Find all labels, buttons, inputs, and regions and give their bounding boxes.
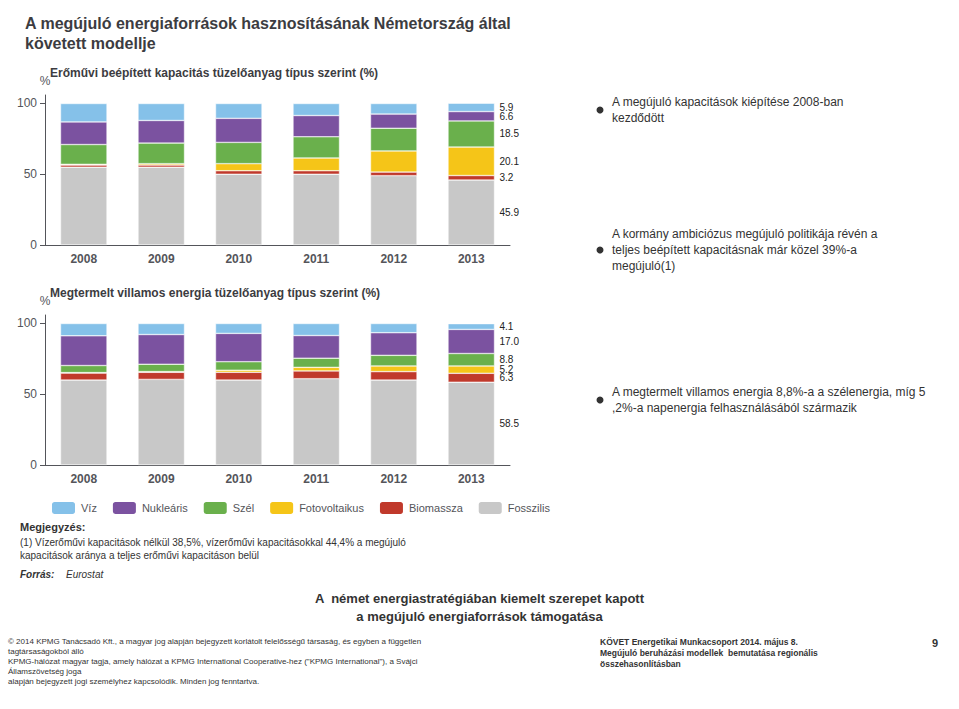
svg-text:Eurostat: Eurostat <box>66 569 104 580</box>
svg-text:a megújuló energiaforrások tám: a megújuló energiaforrások támogatása <box>356 609 603 624</box>
svg-text:KÖVET Energetikai Munkacsoport: KÖVET Energetikai Munkacsoport 2014. máj… <box>600 637 798 647</box>
svg-text:%: % <box>40 294 51 308</box>
svg-text:kezdődött: kezdődött <box>612 111 665 125</box>
svg-text:6.3: 6.3 <box>499 372 514 384</box>
svg-text:%: % <box>40 74 51 88</box>
svg-text:Forrás:: Forrás: <box>20 569 54 580</box>
svg-text:50: 50 <box>24 387 38 401</box>
svg-text:Fotovoltaikus: Fotovoltaikus <box>299 502 364 514</box>
svg-text:8.8: 8.8 <box>500 354 514 365</box>
svg-text:50: 50 <box>24 167 38 181</box>
svg-text:100: 100 <box>17 316 37 330</box>
svg-text:2012: 2012 <box>380 472 407 486</box>
svg-text:Fosszilis: Fosszilis <box>508 502 551 514</box>
svg-text:A német energiastratégiában k: A német energiastratégiában kiemelt szer… <box>315 591 645 606</box>
svg-text:kapacitások aránya a teljes er: kapacitások aránya a teljes erőművi kapa… <box>20 550 259 561</box>
svg-text:A megújuló energiaforrások has: A megújuló energiaforrások hasznosításán… <box>25 15 511 32</box>
svg-text:0: 0 <box>30 238 37 252</box>
svg-text:Szél: Szél <box>233 502 254 514</box>
svg-text:Megjegyzés:: Megjegyzés: <box>20 521 85 533</box>
svg-text:Államszövetség joga: Államszövetség joga <box>8 667 82 676</box>
svg-text:2010: 2010 <box>225 252 252 266</box>
svg-text:tagtársaságokból álló: tagtársaságokból álló <box>8 647 84 656</box>
svg-text:5.9: 5.9 <box>500 102 514 113</box>
svg-text:A kormány ambiciózus megújuló: A kormány ambiciózus megújuló politikája… <box>612 227 881 241</box>
svg-text:2012: 2012 <box>380 252 407 266</box>
svg-text:20.1: 20.1 <box>500 156 520 167</box>
svg-text:2013: 2013 <box>458 252 485 266</box>
svg-text:2011: 2011 <box>303 472 329 486</box>
svg-text:100: 100 <box>17 96 37 110</box>
svg-text:Megtermelt villamos energia tü: Megtermelt villamos energia tüzelőanyag … <box>50 286 380 300</box>
svg-text:(1) Vízerőművi kapacitások nél: (1) Vízerőművi kapacitások nélkül 38,5%,… <box>20 537 409 548</box>
svg-text:Víz: Víz <box>81 502 97 514</box>
svg-text:4.1: 4.1 <box>500 321 514 332</box>
svg-text:KPMG-hálózat magyar tagja, ame: KPMG-hálózat magyar tagja, amely hálózat… <box>8 657 420 666</box>
svg-text:58.5: 58.5 <box>500 418 520 429</box>
svg-text:Biomassza: Biomassza <box>409 502 464 514</box>
svg-text:2009: 2009 <box>148 472 175 486</box>
svg-text:6.6: 6.6 <box>499 110 514 122</box>
svg-text:2010: 2010 <box>225 472 252 486</box>
svg-text:2011: 2011 <box>303 252 329 266</box>
svg-text:Megújuló beruházási modellek: Megújuló beruházási modellek bemutatása … <box>600 648 818 658</box>
svg-text:0: 0 <box>30 458 37 472</box>
svg-text:2008: 2008 <box>70 252 97 266</box>
svg-text:alapján bejegyzett jogi személ: alapján bejegyzett jogi személyhez kapcs… <box>8 677 259 686</box>
svg-text:3.2: 3.2 <box>500 172 514 183</box>
svg-text:18.5: 18.5 <box>500 128 520 139</box>
svg-text:követett modellje: követett modellje <box>25 35 156 52</box>
svg-text:2013: 2013 <box>458 472 485 486</box>
svg-text:,2%-a napenergia felhasználásá: ,2%-a napenergia felhasználásából szárma… <box>612 401 858 415</box>
svg-text:teljes beépített kapacitásnak: teljes beépített kapacitásnak már közel … <box>612 243 860 257</box>
svg-text:9: 9 <box>932 637 938 649</box>
svg-text:17.0: 17.0 <box>500 336 520 347</box>
svg-text:Nukleáris: Nukleáris <box>142 502 188 514</box>
svg-text:A megújuló kapacitások kiépíté: A megújuló kapacitások kiépítése 2008-ba… <box>612 95 847 109</box>
svg-text:45.9: 45.9 <box>500 207 520 218</box>
svg-text:Erőművi beépített kapacitás tü: Erőművi beépített kapacitás tüzelőanyag … <box>50 66 378 80</box>
svg-text:2008: 2008 <box>70 472 97 486</box>
svg-text:2009: 2009 <box>148 252 175 266</box>
svg-text:© 2014 KPMG Tanácsadó Kft., a: © 2014 KPMG Tanácsadó Kft., a magyar jog… <box>8 637 423 646</box>
svg-text:5.2: 5.2 <box>500 364 514 375</box>
svg-text:összehasonlításban: összehasonlításban <box>600 659 681 669</box>
svg-text:A megtermelt villamos energia: A megtermelt villamos energia 8,8%-a a s… <box>612 385 926 399</box>
svg-text:megújuló(1): megújuló(1) <box>612 259 675 273</box>
